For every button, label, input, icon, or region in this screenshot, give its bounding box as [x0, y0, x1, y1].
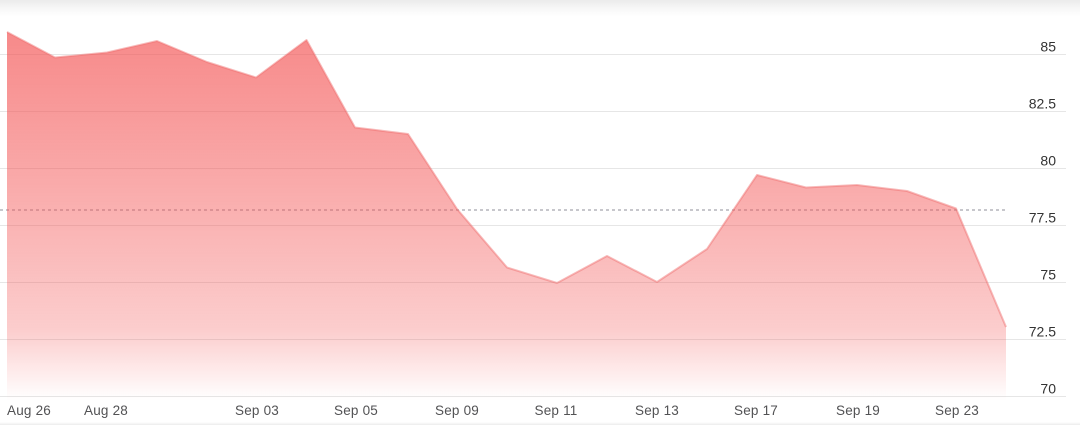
svg-text:80: 80 — [1040, 153, 1056, 169]
svg-text:Sep 23: Sep 23 — [935, 403, 979, 418]
svg-text:85: 85 — [1040, 39, 1056, 55]
svg-text:Sep 11: Sep 11 — [535, 403, 578, 418]
svg-text:Sep 17: Sep 17 — [734, 403, 778, 418]
svg-text:72.5: 72.5 — [1029, 324, 1056, 340]
svg-text:Sep 09: Sep 09 — [435, 403, 479, 418]
svg-text:82.5: 82.5 — [1029, 96, 1056, 112]
svg-text:Sep 05: Sep 05 — [334, 403, 378, 418]
svg-text:Sep 13: Sep 13 — [635, 403, 679, 418]
svg-text:Sep 03: Sep 03 — [235, 403, 279, 418]
svg-text:75: 75 — [1040, 267, 1056, 283]
svg-text:Sep 19: Sep 19 — [836, 403, 880, 418]
svg-text:70: 70 — [1040, 381, 1056, 397]
svg-text:Aug 26: Aug 26 — [7, 403, 51, 418]
svg-text:77.5: 77.5 — [1029, 210, 1056, 226]
svg-text:Aug 28: Aug 28 — [84, 403, 128, 418]
